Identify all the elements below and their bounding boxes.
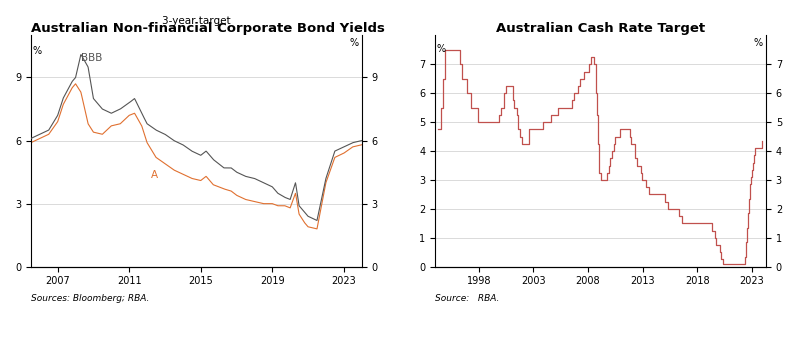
- Title: Australian Cash Rate Target: Australian Cash Rate Target: [496, 22, 705, 36]
- Text: Australian Non-financial Corporate Bond Yields: Australian Non-financial Corporate Bond …: [31, 22, 385, 36]
- Text: Sources: Bloomberg; RBA.: Sources: Bloomberg; RBA.: [31, 295, 149, 303]
- Text: %: %: [349, 38, 359, 48]
- Text: %: %: [33, 46, 41, 56]
- Text: BBB: BBB: [81, 53, 102, 63]
- Text: 3-year target: 3-year target: [162, 16, 230, 26]
- Text: %: %: [754, 38, 763, 48]
- Text: A: A: [151, 171, 158, 180]
- Text: %: %: [436, 44, 446, 54]
- Text: Source:   RBA.: Source: RBA.: [435, 295, 500, 303]
